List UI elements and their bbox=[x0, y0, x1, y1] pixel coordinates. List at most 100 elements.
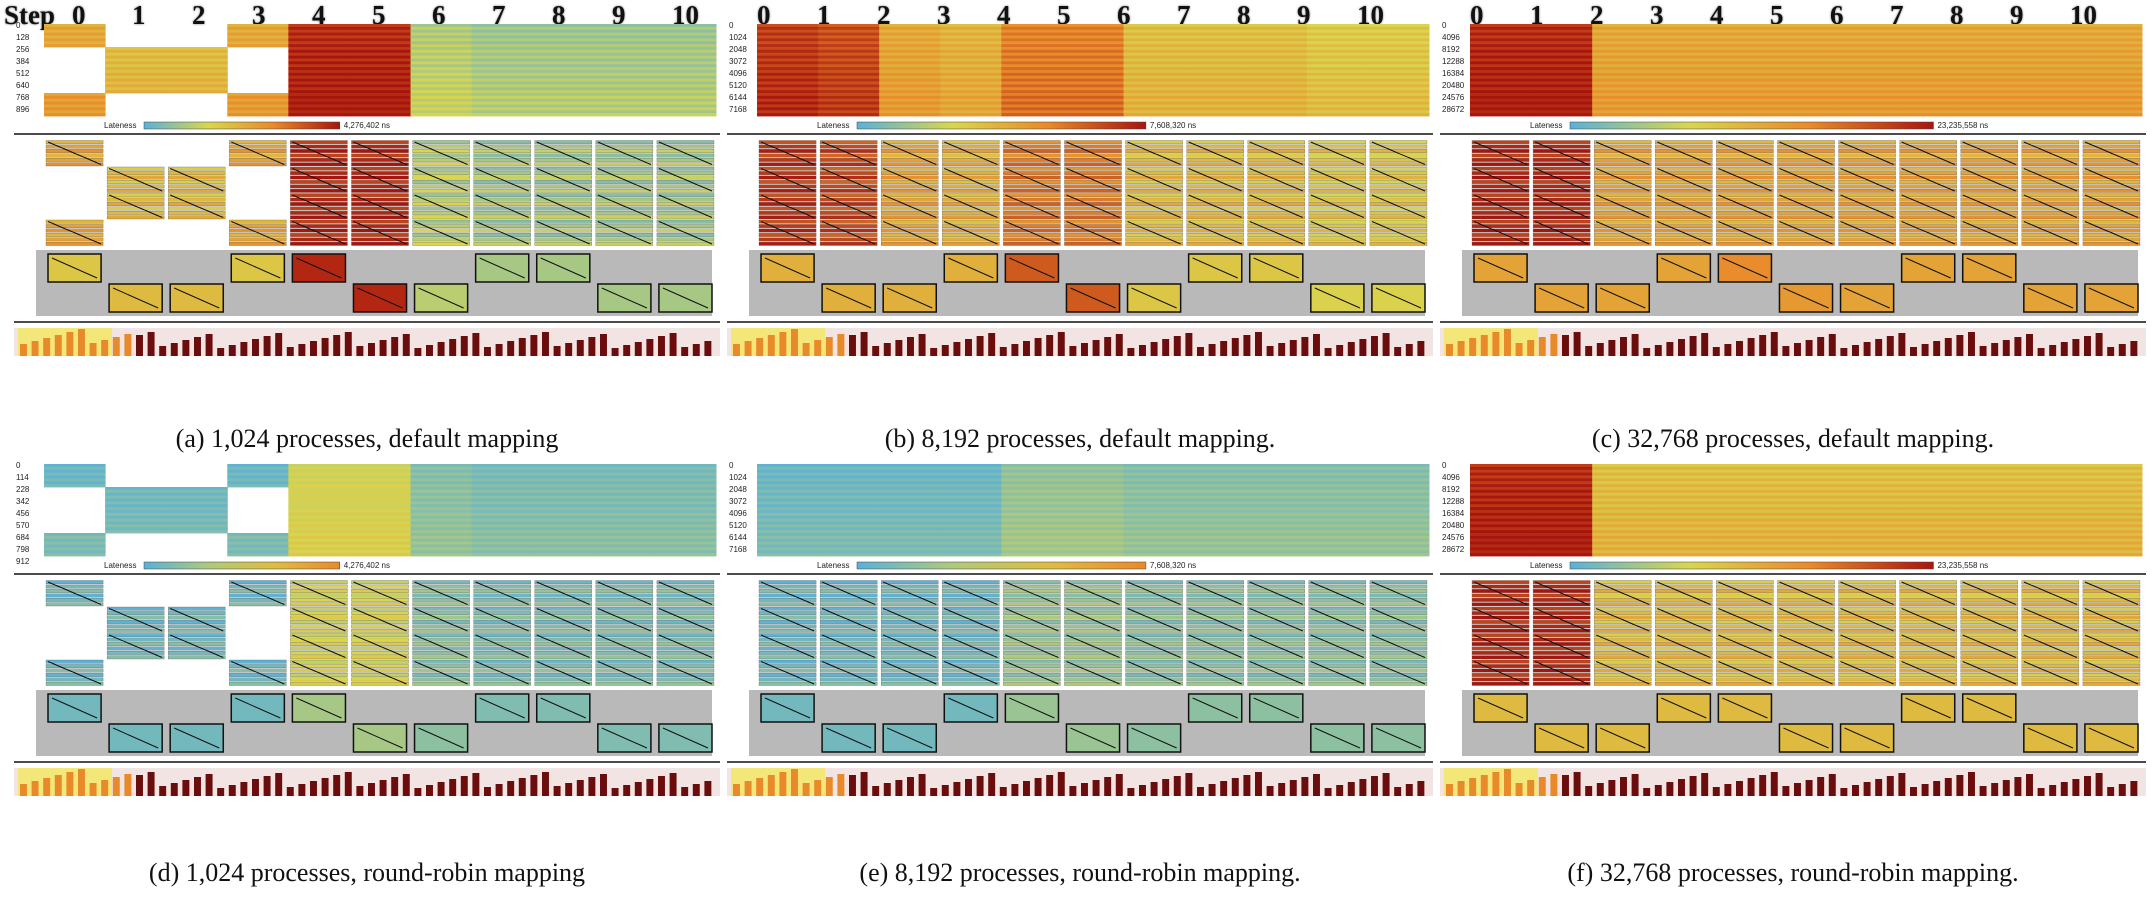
heatmap-cell bbox=[1836, 26, 1899, 31]
histogram-bar bbox=[1817, 777, 1825, 796]
node-link bbox=[357, 727, 403, 749]
process-lane bbox=[881, 677, 939, 682]
process-lane bbox=[473, 606, 531, 611]
heatmap-cell bbox=[1775, 61, 1838, 65]
heatmap-cell bbox=[166, 90, 228, 94]
heatmap-cell bbox=[1714, 35, 1776, 39]
heatmap-cell bbox=[2019, 544, 2082, 548]
heatmap-cell bbox=[1775, 495, 1838, 499]
histogram-bar bbox=[275, 333, 283, 356]
heatmap-cell bbox=[757, 547, 819, 551]
heatmap-cell bbox=[1958, 32, 2021, 36]
heatmap-cell bbox=[1653, 521, 1715, 525]
process-lane bbox=[1247, 224, 1305, 228]
histogram-bar bbox=[1631, 334, 1639, 356]
process-lane bbox=[1186, 140, 1244, 145]
process-lane bbox=[1369, 646, 1428, 651]
heatmap-cell bbox=[532, 541, 595, 545]
heatmap-cell bbox=[1184, 104, 1247, 108]
message-line bbox=[1127, 661, 1181, 685]
histogram-bar bbox=[1736, 341, 1743, 356]
heatmap-cell bbox=[1775, 90, 1838, 94]
heatmap-cell bbox=[2080, 75, 2143, 80]
heatmap-cell bbox=[1775, 110, 1838, 114]
process-lane bbox=[758, 149, 817, 153]
heatmap-cell bbox=[1897, 78, 1960, 82]
heatmap-cell bbox=[1592, 104, 1654, 108]
process-lane bbox=[351, 224, 409, 228]
heatmap-cell bbox=[44, 481, 106, 485]
histogram-bar bbox=[1034, 778, 1042, 796]
process-lane bbox=[412, 219, 470, 224]
step-number: 9 bbox=[2010, 0, 2024, 30]
histogram-bar bbox=[2084, 336, 2091, 356]
process-lane bbox=[351, 175, 409, 180]
heatmap-cell bbox=[1592, 110, 1654, 114]
heatmap-cell bbox=[227, 535, 289, 540]
message-line bbox=[1310, 608, 1365, 632]
heatmap-cell bbox=[2080, 67, 2143, 71]
heatmap-cell bbox=[818, 67, 880, 71]
histogram-bar bbox=[449, 779, 457, 796]
process-lane bbox=[1532, 628, 1591, 633]
histogram-bar bbox=[976, 776, 984, 796]
process-lane bbox=[1716, 642, 1774, 646]
histogram-bar bbox=[1863, 782, 1871, 796]
process-lane bbox=[45, 233, 104, 237]
heatmap-cell bbox=[288, 530, 350, 534]
process-lane bbox=[1838, 664, 1896, 668]
heatmap-cell bbox=[879, 55, 941, 59]
process-lane bbox=[1532, 197, 1591, 202]
node-link bbox=[1009, 257, 1055, 279]
histogram-bar bbox=[112, 337, 120, 356]
heatmap-cell bbox=[1062, 32, 1125, 36]
process-lane bbox=[2021, 651, 2080, 655]
message-line bbox=[658, 141, 713, 165]
message-line bbox=[414, 194, 468, 218]
node-link bbox=[1192, 697, 1238, 719]
heatmap-cell bbox=[1836, 472, 1899, 476]
heatmap-cell bbox=[1184, 487, 1247, 491]
heatmap-cell bbox=[105, 72, 167, 77]
process-lane bbox=[2021, 668, 2080, 673]
heatmap-cell bbox=[532, 521, 595, 525]
process-lane bbox=[1247, 651, 1305, 655]
process-lane bbox=[45, 593, 104, 598]
process-lane bbox=[1308, 633, 1367, 638]
process-lane bbox=[1838, 188, 1896, 193]
heatmap-cell bbox=[1714, 518, 1776, 522]
heatmap-cell bbox=[1470, 84, 1532, 88]
process-lane bbox=[1594, 193, 1652, 198]
heatmap-cell bbox=[818, 535, 880, 540]
process-lane bbox=[1308, 233, 1367, 237]
process-lane bbox=[290, 589, 348, 593]
process-lane bbox=[1471, 241, 1530, 246]
message-line bbox=[760, 141, 815, 165]
histogram-bar bbox=[756, 778, 764, 796]
heatmap-cell bbox=[1836, 41, 1899, 45]
heatmap-cell bbox=[1123, 481, 1186, 485]
process-lane bbox=[1125, 681, 1183, 686]
heatmap-cell bbox=[940, 52, 1002, 57]
heatmap-cell bbox=[879, 44, 941, 48]
heatmap-cell bbox=[1470, 478, 1532, 482]
process-lane bbox=[168, 206, 226, 211]
process-lane bbox=[1064, 202, 1122, 206]
heatmap-cell bbox=[593, 495, 656, 499]
process-lane bbox=[1838, 633, 1896, 638]
node-link bbox=[662, 287, 709, 309]
process-lane bbox=[1186, 237, 1244, 242]
heatmap-cell bbox=[757, 64, 819, 68]
heatmap-cell bbox=[1470, 87, 1532, 91]
process-lane bbox=[1186, 162, 1244, 167]
heatmap-cell bbox=[757, 104, 819, 108]
message-line bbox=[353, 634, 407, 658]
heatmap-cell bbox=[1592, 29, 1654, 34]
process-lane bbox=[1186, 673, 1244, 677]
process-lane bbox=[595, 162, 654, 167]
histogram-bar bbox=[941, 785, 949, 796]
node-link bbox=[825, 287, 872, 309]
heatmap-cell bbox=[1184, 78, 1247, 82]
histogram-bar bbox=[634, 342, 642, 356]
process-lane bbox=[1777, 664, 1835, 668]
